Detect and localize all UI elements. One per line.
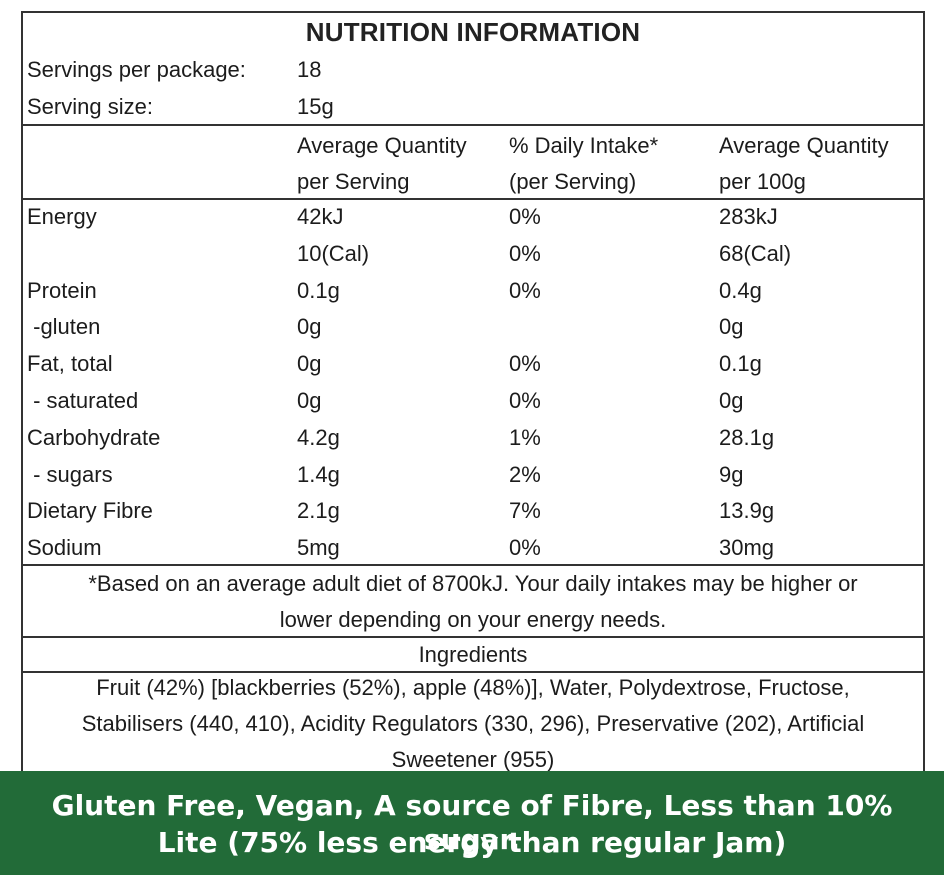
divider [23, 671, 923, 673]
nutrient-cell-per100: 13.9g [719, 498, 775, 523]
nutrient-cell-di: 0% [509, 204, 541, 229]
banner-line-1: Gluten Free, Vegan, A source of Fibre, L… [51, 789, 893, 856]
nutrient-cell-serving: 0g [297, 351, 322, 376]
nutrient-cell-serving: 5mg [297, 535, 340, 560]
header-avg-serving: Average Quantity [297, 133, 467, 158]
nutrient-cell-name: - sugars [27, 462, 113, 487]
nutrient-cell-name: Dietary Fibre [27, 498, 153, 523]
nutrient-cell-di: 1% [509, 425, 541, 450]
footnote-line-2: lower depending on your energy needs. [279, 607, 667, 632]
serving-size-label: Serving size: [27, 94, 153, 119]
nutrient-cell-serving: 4.2g [297, 425, 340, 450]
panel-title: NUTRITION INFORMATION [305, 17, 641, 47]
nutrient-cell-per100: 0g [719, 388, 744, 413]
nutrient-cell-name: -gluten [27, 314, 101, 339]
serving-size-value: 15g [297, 94, 334, 119]
nutrient-cell-serving: 10(Cal) [297, 241, 370, 266]
ingredients-heading: Ingredients [418, 642, 528, 667]
nutrient-cell-name: - saturated [27, 388, 139, 413]
header-daily-intake: % Daily Intake* [509, 133, 659, 158]
servings-per-package-label: Servings per package: [27, 57, 246, 82]
nutrition-panel: NUTRITION INFORMATION Servings per packa… [21, 11, 925, 772]
divider [23, 636, 923, 638]
nutrient-cell-di: 0% [509, 241, 541, 266]
servings-per-package-value: 18 [297, 57, 322, 82]
divider [23, 198, 923, 200]
header-daily-intake-sub: (per Serving) [509, 169, 637, 194]
nutrient-cell-per100: 9g [719, 462, 744, 487]
nutrient-cell-name: Energy [27, 204, 97, 229]
nutrient-cell-per100: 0.1g [719, 351, 762, 376]
footnote-line-1: *Based on an average adult diet of 8700k… [88, 571, 858, 596]
nutrient-cell-per100: 30mg [719, 535, 775, 560]
nutrient-cell-serving: 42kJ [297, 204, 344, 229]
nutrient-cell-di: 0% [509, 351, 541, 376]
header-avg-100g: Average Quantity [719, 133, 889, 158]
ingredients-line-1: Fruit (42%) [blackberries (52%), apple (… [96, 675, 850, 700]
nutrient-cell-serving: 1.4g [297, 462, 340, 487]
nutrient-cell-per100: 0g [719, 314, 744, 339]
header-avg-serving-sub: per Serving [297, 169, 410, 194]
nutrient-cell-per100: 283kJ [719, 204, 778, 229]
nutrient-cell-name: Protein [27, 278, 97, 303]
nutrient-cell-di: 0% [509, 278, 541, 303]
ingredients-line-3: Sweetener (955) [391, 747, 555, 772]
divider [23, 124, 923, 126]
nutrient-cell-di: 7% [509, 498, 541, 523]
nutrient-cell-di: 0% [509, 388, 541, 413]
nutrient-cell-per100: 28.1g [719, 425, 775, 450]
nutrient-cell-di: 2% [509, 462, 541, 487]
banner-line-2: Lite (75% less energy than regular Jam) [157, 826, 787, 859]
nutrient-cell-serving: 0g [297, 388, 322, 413]
ingredients-line-2: Stabilisers (440, 410), Acidity Regulato… [81, 711, 865, 736]
claims-banner: Gluten Free, Vegan, A source of Fibre, L… [0, 771, 944, 875]
nutrient-cell-per100: 68(Cal) [719, 241, 792, 266]
nutrient-cell-di: 0% [509, 535, 541, 560]
nutrient-cell-serving: 0.1g [297, 278, 340, 303]
nutrient-cell-name: Sodium [27, 535, 102, 560]
nutrient-cell-serving: 2.1g [297, 498, 340, 523]
nutrient-cell-per100: 0.4g [719, 278, 762, 303]
nutrient-cell-name: Carbohydrate [27, 425, 161, 450]
nutrient-cell-serving: 0g [297, 314, 322, 339]
divider [23, 564, 923, 566]
header-avg-100g-sub: per 100g [719, 169, 806, 194]
nutrient-cell-name: Fat, total [27, 351, 113, 376]
